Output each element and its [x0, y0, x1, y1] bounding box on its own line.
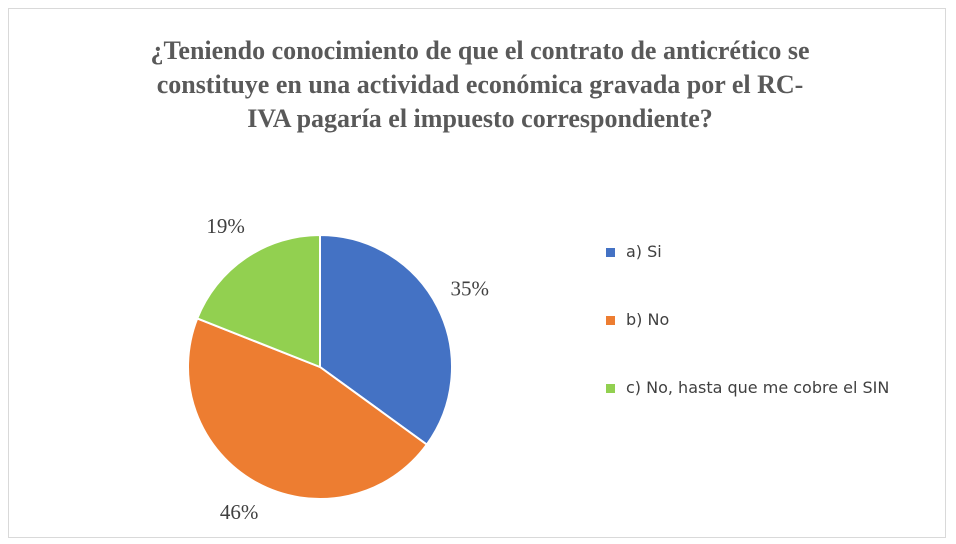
legend-swatch: [606, 384, 615, 393]
pie-slice: [187, 317, 429, 500]
data-label: 46%: [220, 500, 259, 524]
data-label: 35%: [450, 277, 489, 301]
legend-swatch: [606, 316, 615, 325]
chart-title: ¿Teniendo conocimiento de que el contrat…: [150, 36, 810, 133]
data-label: 19%: [206, 214, 245, 238]
chart-frame: [8, 8, 946, 538]
legend-label: b) No: [626, 310, 670, 329]
legend-label: a) Si: [626, 242, 662, 261]
pie-slice: [195, 233, 321, 369]
pie-slice: [319, 233, 453, 446]
legend-swatch: [606, 248, 615, 257]
legend-label: c) No, hasta que me cobre el SIN: [626, 378, 890, 397]
